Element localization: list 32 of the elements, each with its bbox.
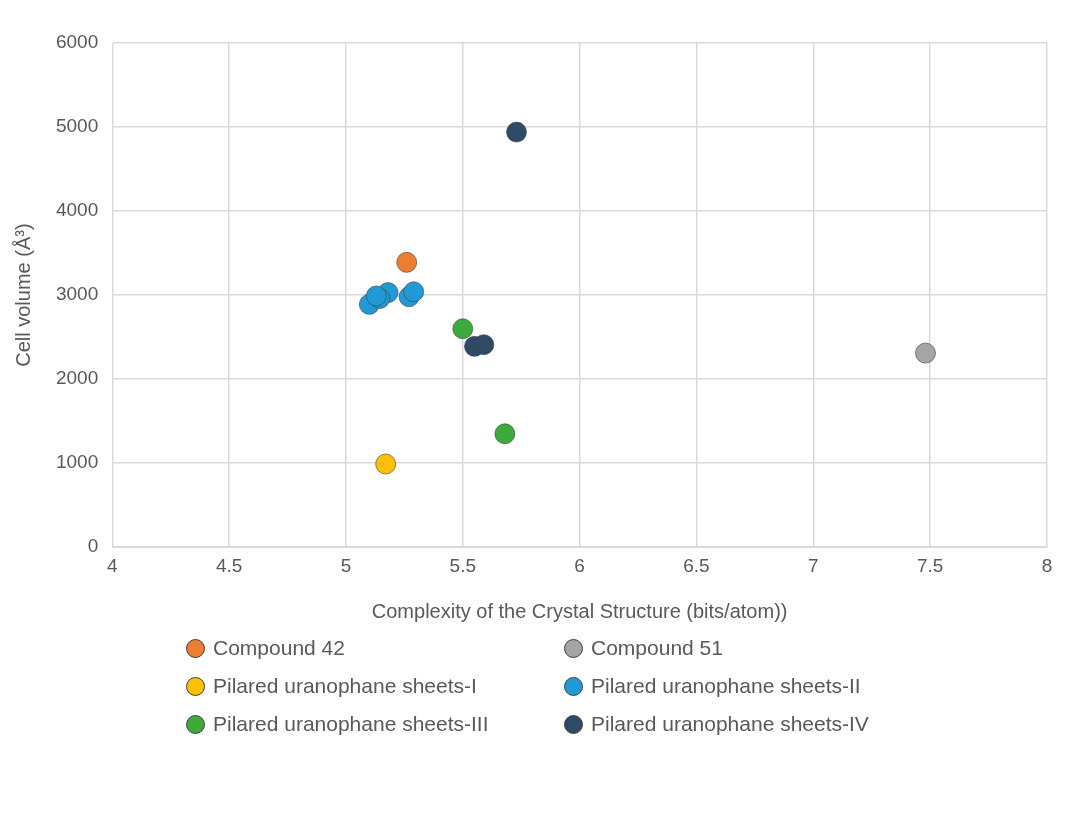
x-tick-label: 6.5 bbox=[683, 554, 710, 576]
legend-label: Compound 42 bbox=[213, 636, 345, 660]
x-tick-label: 4.5 bbox=[215, 554, 243, 576]
x-tick-label: 4 bbox=[106, 554, 118, 576]
y-tick-label: 6000 bbox=[55, 31, 99, 53]
x-tick-label: 6 bbox=[574, 554, 585, 576]
x-tick-label: 5 bbox=[340, 554, 352, 576]
point bbox=[494, 423, 516, 445]
y-tick-label: 0 bbox=[87, 535, 99, 557]
y-tick-label: 4000 bbox=[55, 199, 99, 221]
y-tick-label: 2000 bbox=[55, 367, 99, 389]
point bbox=[375, 453, 396, 475]
y-axis-title: Cell volume (Å³) bbox=[11, 223, 34, 367]
point bbox=[396, 252, 418, 273]
x-tick-label: 7 bbox=[808, 554, 819, 576]
point bbox=[473, 334, 495, 355]
point bbox=[506, 121, 527, 143]
y-tick-label: 1000 bbox=[55, 451, 99, 473]
point bbox=[915, 342, 936, 364]
legend-label: Pilared uranophane sheets-I bbox=[213, 674, 477, 698]
y-tick-label: 5000 bbox=[55, 115, 99, 137]
x-tick-label: 5.5 bbox=[449, 554, 476, 576]
legend-label: Pilared uranophane sheets-II bbox=[591, 674, 861, 698]
x-tick-label: 8 bbox=[1041, 554, 1053, 576]
x-axis-title: Complexity of the Crystal Structure (bits/atom)) bbox=[371, 599, 788, 622]
legend-label: Pilared uranophane sheets-IV bbox=[591, 712, 869, 736]
legend-label: Pilared uranophane sheets-III bbox=[213, 712, 489, 736]
point bbox=[403, 281, 425, 303]
x-tick-label: 7.5 bbox=[916, 554, 944, 576]
legend-label: Compound 51 bbox=[591, 636, 723, 660]
point bbox=[452, 318, 474, 340]
y-tick-label: 3000 bbox=[55, 283, 99, 305]
